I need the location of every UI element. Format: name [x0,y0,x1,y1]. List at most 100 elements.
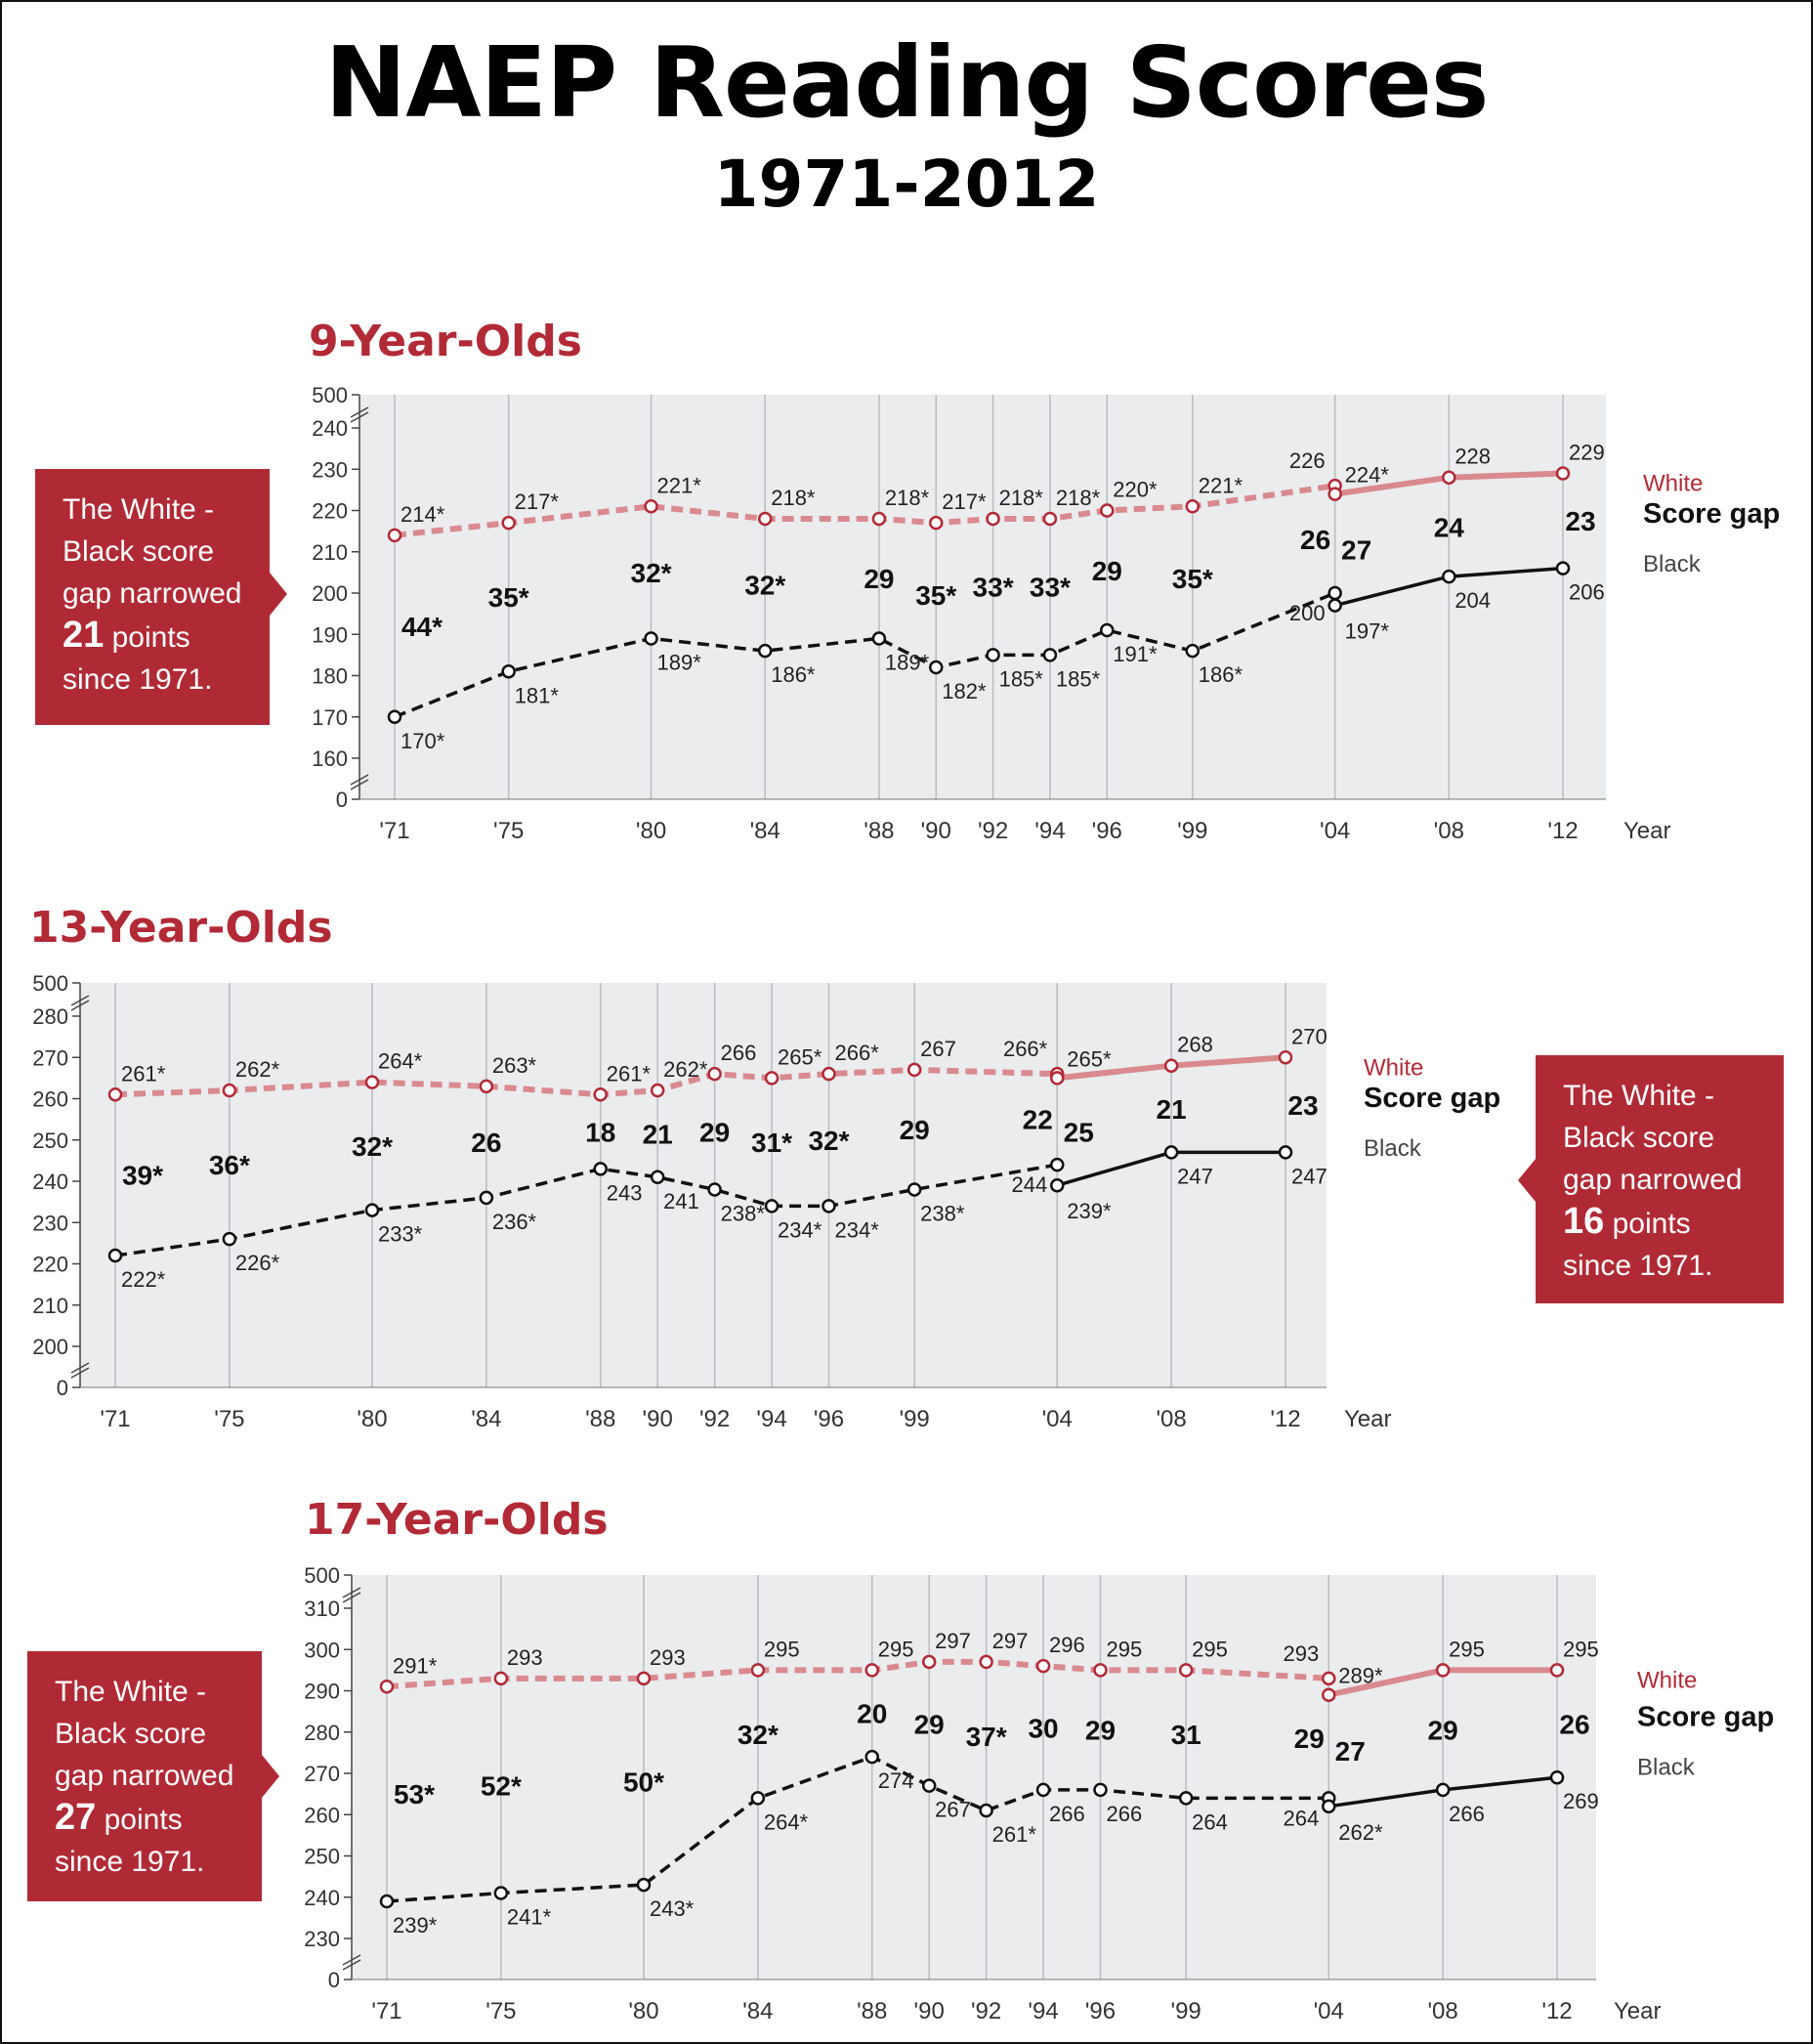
data-label-black: 186* [1199,662,1244,687]
data-label-white: 267 [920,1037,956,1061]
gap-value: 21 [643,1119,673,1149]
gap-note-since: since 1971. [63,663,213,696]
gap-value: 35* [488,582,529,613]
gap-note-since: since 1971. [1563,1250,1713,1282]
data-point-black [1093,1782,1108,1798]
y-tick-label: 500 [312,383,348,407]
data-point-black [1185,643,1201,659]
data-label-black: 238* [920,1201,965,1225]
gap-value: 32* [738,1720,779,1750]
x-tick-label: '04 [1042,1406,1073,1432]
data-label-black: 189* [657,650,702,674]
data-point-black [501,664,516,679]
data-point-black [1163,1145,1179,1160]
data-label-white: 214* [401,502,445,527]
data-label-black: 247 [1291,1164,1328,1188]
y-tick-label: 240 [312,416,348,441]
x-tick-label: '90 [914,1998,945,2024]
data-label-white: 263* [492,1053,537,1078]
data-point-white [1093,1663,1108,1678]
data-label-white: 295 [1192,1637,1228,1661]
data-label-white: 295 [1449,1637,1485,1661]
data-label-white: 262* [663,1057,708,1082]
data-point-white [1435,1663,1451,1678]
data-label-white: 266* [1003,1037,1048,1061]
page-subtitle: 1971-2012 [713,147,1100,222]
gap-value: 27 [1341,535,1371,566]
note-pointer [1518,1159,1536,1202]
data-label-black: 264 [1192,1810,1228,1834]
axis-break [70,995,90,1006]
data-label-white: 261* [607,1061,652,1086]
x-tick-label: '96 [1092,818,1122,844]
data-point-white [387,528,402,543]
gap-note-points: points [111,621,190,654]
data-label-white: 293 [507,1645,543,1670]
data-point-black [822,1199,836,1214]
y-tick-label: 0 [336,788,348,812]
x-tick-label: '71 [100,1406,130,1432]
x-tick-label: '08 [1156,1406,1186,1432]
data-label-black: 267 [935,1798,971,1822]
data-label-black: 241* [507,1905,552,1930]
data-point-black [1435,1782,1451,1798]
data-label-black: 185* [999,666,1044,691]
axis-break [350,774,369,786]
data-point-white [864,1663,879,1678]
data-label-black: 189* [885,650,930,674]
gap-value: 33* [973,573,1014,603]
x-tick-label: '88 [864,818,894,844]
gap-value: 29 [1428,1716,1458,1746]
data-point-white [1549,1663,1565,1678]
data-point-white [1042,511,1058,527]
gap-value: 33* [1030,573,1071,603]
data-label-black: 264* [764,1810,809,1834]
gap-value: 29 [1092,556,1122,586]
data-label-white: 217* [942,490,987,514]
data-point-black [1049,1157,1065,1172]
gap-value: 26 [1559,1709,1589,1739]
x-tick-label: '94 [1028,1998,1058,2024]
chart-13-year-olds: 0 200 210 220 230 240 250 260 270 280 500 '71 '75 '80… [32,971,1500,1432]
data-point-black [379,1894,395,1909]
data-label-black: 264 [1284,1806,1320,1830]
legend-score-gap: Score gap [1364,1083,1500,1114]
x-tick-label: '12 [1541,1998,1572,2024]
y-tick-label: 0 [328,1968,340,1992]
x-tick-label: '94 [1034,818,1065,844]
data-point-black [928,660,944,675]
series-line-black-dashed [114,1163,1058,1257]
x-axis-title: Year [1623,818,1671,844]
data-label-white: 218* [885,486,930,510]
data-label-white: 293 [1284,1641,1320,1666]
data-point-black [1178,1791,1194,1806]
data-point-black [1328,585,1342,601]
page-title: NAEP Reading Scores [324,25,1490,140]
data-point-black [636,1877,652,1893]
axis-break [350,411,369,423]
data-point-black [1442,569,1456,584]
data-label-black: 234* [834,1217,879,1242]
y-tick-label: 280 [32,1004,68,1029]
data-label-white: 224* [1345,463,1390,488]
data-point-white [107,1087,123,1102]
data-label-black: 181* [515,683,560,707]
gap-value: 24 [1434,512,1465,542]
gap-value: 39* [122,1161,163,1191]
chart-9-year-olds: 0 160 170 180 190 200 210 220 230 240 500 '71 '75 '80… [312,383,1780,844]
data-label-white: 218* [999,486,1044,510]
data-point-black [1035,1782,1051,1798]
data-point-black [764,1199,780,1214]
data-point-black [1555,561,1571,575]
data-label-black: 226* [235,1251,280,1275]
gap-value: 32* [744,571,785,601]
data-label-black: 182* [942,679,987,703]
data-label-white: 296 [1049,1633,1085,1657]
gap-note-text: The White - Black score gap narrowed [55,1676,234,1792]
x-tick-label: '12 [1547,818,1578,844]
data-point-black [107,1248,123,1263]
data-label-black: 197* [1345,619,1390,644]
data-label-black: 266 [1049,1802,1085,1826]
axis-break [70,1362,90,1374]
data-point-black [864,1749,879,1765]
